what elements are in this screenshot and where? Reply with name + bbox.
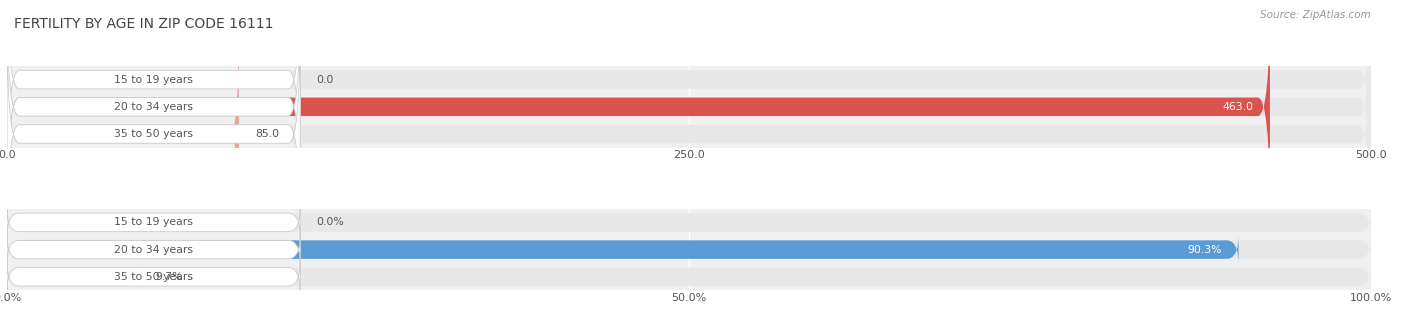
- FancyBboxPatch shape: [7, 262, 301, 292]
- FancyBboxPatch shape: [7, 235, 1371, 264]
- Text: 20 to 34 years: 20 to 34 years: [114, 102, 193, 112]
- Text: 35 to 50 years: 35 to 50 years: [114, 272, 193, 282]
- FancyBboxPatch shape: [7, 235, 1239, 264]
- Text: 15 to 19 years: 15 to 19 years: [114, 217, 193, 227]
- Text: 20 to 34 years: 20 to 34 years: [114, 245, 193, 255]
- Text: 463.0: 463.0: [1223, 102, 1254, 112]
- Text: 0.0: 0.0: [316, 75, 335, 84]
- FancyBboxPatch shape: [7, 23, 301, 245]
- FancyBboxPatch shape: [7, 0, 301, 218]
- FancyBboxPatch shape: [7, 0, 1371, 191]
- Text: 85.0: 85.0: [256, 129, 280, 139]
- FancyBboxPatch shape: [7, 208, 301, 237]
- FancyBboxPatch shape: [7, 235, 301, 264]
- Text: Source: ZipAtlas.com: Source: ZipAtlas.com: [1260, 10, 1371, 20]
- FancyBboxPatch shape: [7, 0, 1270, 218]
- FancyBboxPatch shape: [7, 0, 301, 191]
- Text: FERTILITY BY AGE IN ZIP CODE 16111: FERTILITY BY AGE IN ZIP CODE 16111: [14, 16, 274, 30]
- Text: 15 to 19 years: 15 to 19 years: [114, 75, 193, 84]
- Text: 35 to 50 years: 35 to 50 years: [114, 129, 193, 139]
- FancyBboxPatch shape: [7, 208, 1371, 237]
- Text: 90.3%: 90.3%: [1188, 245, 1222, 255]
- FancyBboxPatch shape: [7, 0, 1371, 218]
- Text: 0.0%: 0.0%: [316, 217, 344, 227]
- FancyBboxPatch shape: [7, 262, 1371, 292]
- FancyBboxPatch shape: [7, 23, 1371, 245]
- FancyBboxPatch shape: [7, 23, 239, 245]
- FancyBboxPatch shape: [7, 262, 139, 292]
- Text: 9.7%: 9.7%: [156, 272, 183, 282]
